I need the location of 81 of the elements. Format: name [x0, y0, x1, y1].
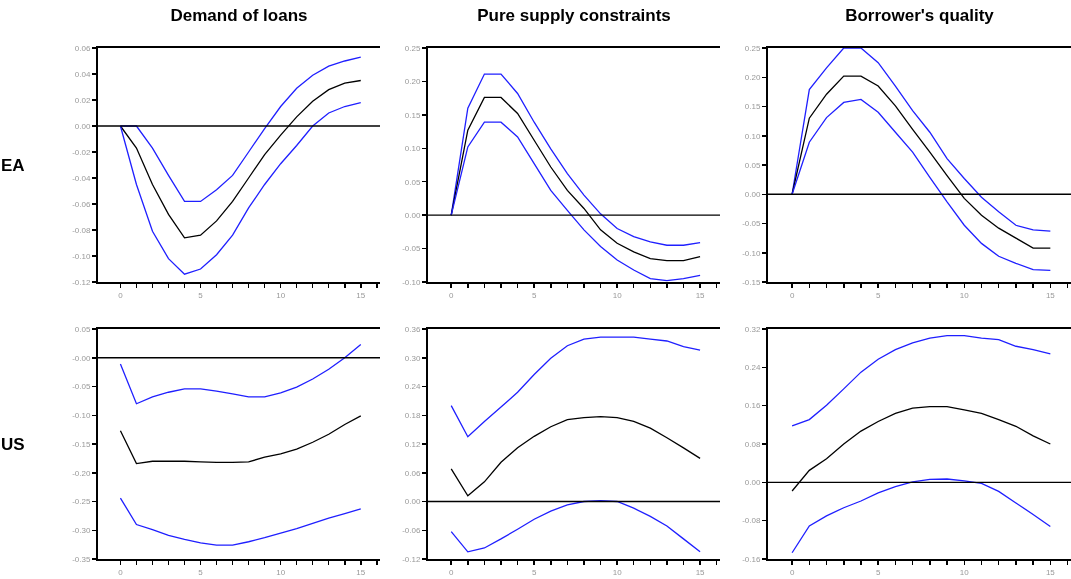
y-tick-label: -0.35 — [72, 554, 91, 564]
y-tick-label: -0.15 — [72, 439, 91, 449]
y-tick-label: 0.10 — [404, 144, 421, 154]
y-tick-label: 0.12 — [404, 439, 421, 449]
y-tick-label: 0.06 — [74, 43, 91, 53]
x-tick-label: 15 — [695, 567, 706, 577]
x-tick-label: 0 — [118, 290, 124, 300]
x-tick-label: 10 — [959, 567, 970, 577]
y-tick-label: -0.20 — [72, 468, 91, 478]
x-tick-label: 15 — [356, 290, 366, 300]
y-tick-label: 0.05 — [404, 177, 421, 187]
y-tick-label: -0.02 — [72, 147, 91, 157]
chart-title: Demand of loans — [170, 5, 308, 25]
x-tick-label: 0 — [789, 290, 795, 300]
y-tick-label: -0.00 — [72, 353, 91, 363]
y-tick-label: -0.12 — [402, 554, 421, 564]
x-tick-label: 0 — [449, 290, 454, 300]
y-tick-label: 0.00 — [404, 210, 421, 220]
x-tick-label: 15 — [356, 567, 366, 577]
y-tick-label: 0.25 — [404, 43, 421, 53]
y-tick-label: 0.24 — [404, 382, 421, 392]
chart-title: Borrower's quality — [845, 5, 995, 25]
y-tick-label: -0.05 — [742, 219, 761, 229]
x-tick-label: 10 — [612, 567, 623, 577]
y-tick-label: -0.08 — [72, 225, 91, 235]
y-tick-label: 0.32 — [744, 324, 761, 334]
y-tick-label: 0.20 — [404, 77, 421, 87]
x-tick-label: 5 — [198, 567, 204, 577]
y-tick-label: 0.15 — [744, 102, 761, 112]
y-axis-title: EA — [1, 156, 25, 175]
x-tick-label: 5 — [531, 290, 537, 300]
y-tick-label: -0.30 — [72, 526, 91, 536]
y-tick-label: 0.00 — [74, 121, 91, 131]
x-tick-label: 5 — [198, 290, 204, 300]
x-tick-label: 15 — [695, 290, 706, 300]
y-tick-label: 0.00 — [744, 478, 761, 488]
y-tick-label: -0.25 — [72, 497, 91, 507]
x-tick-label: 15 — [1045, 567, 1056, 577]
y-tick-label: -0.15 — [742, 277, 761, 287]
y-tick-label: 0.05 — [74, 324, 91, 334]
x-tick-label: 10 — [959, 290, 970, 300]
x-tick-label: 10 — [612, 290, 623, 300]
y-tick-label: 0.16 — [744, 401, 761, 411]
y-axis-title: US — [1, 435, 25, 454]
y-tick-label: 0.24 — [744, 363, 761, 373]
x-tick-label: 5 — [875, 290, 881, 300]
y-tick-label: -0.10 — [402, 277, 421, 287]
x-tick-label: 10 — [276, 567, 286, 577]
y-tick-label: -0.05 — [402, 244, 421, 254]
x-tick-label: 15 — [1045, 290, 1056, 300]
x-tick-label: 5 — [875, 567, 881, 577]
x-tick-label: 0 — [789, 567, 795, 577]
y-tick-label: 0.05 — [744, 160, 761, 170]
y-tick-label: -0.16 — [742, 554, 761, 564]
y-tick-label: -0.04 — [72, 173, 91, 183]
y-tick-label: -0.10 — [72, 251, 91, 261]
y-tick-label: 0.18 — [404, 411, 421, 421]
y-tick-label: 0.06 — [404, 468, 421, 478]
y-tick-label: -0.10 — [742, 248, 761, 258]
y-tick-label: 0.10 — [744, 131, 761, 141]
chart-title: Pure supply constraints — [477, 5, 671, 25]
x-tick-label: 0 — [449, 567, 454, 577]
x-tick-label: 5 — [531, 567, 537, 577]
y-tick-label: 0.36 — [404, 324, 421, 334]
y-tick-label: 0.08 — [744, 439, 761, 449]
y-tick-label: 0.15 — [404, 110, 421, 120]
y-tick-label: 0.25 — [744, 43, 761, 53]
y-tick-label: 0.04 — [74, 69, 91, 79]
y-tick-label: -0.12 — [72, 277, 91, 287]
y-tick-label: 0.30 — [404, 353, 421, 363]
x-tick-label: 10 — [276, 290, 286, 300]
y-tick-label: 0.00 — [404, 497, 421, 507]
y-tick-label: 0.20 — [744, 73, 761, 83]
x-tick-label: 0 — [118, 567, 124, 577]
y-tick-label: 0.00 — [744, 190, 761, 200]
y-tick-label: -0.10 — [72, 411, 91, 421]
y-tick-label: -0.05 — [72, 382, 91, 392]
y-tick-label: 0.02 — [74, 95, 91, 105]
y-tick-label: -0.08 — [742, 516, 761, 526]
y-tick-label: -0.06 — [72, 199, 91, 209]
y-tick-label: -0.06 — [402, 526, 421, 536]
